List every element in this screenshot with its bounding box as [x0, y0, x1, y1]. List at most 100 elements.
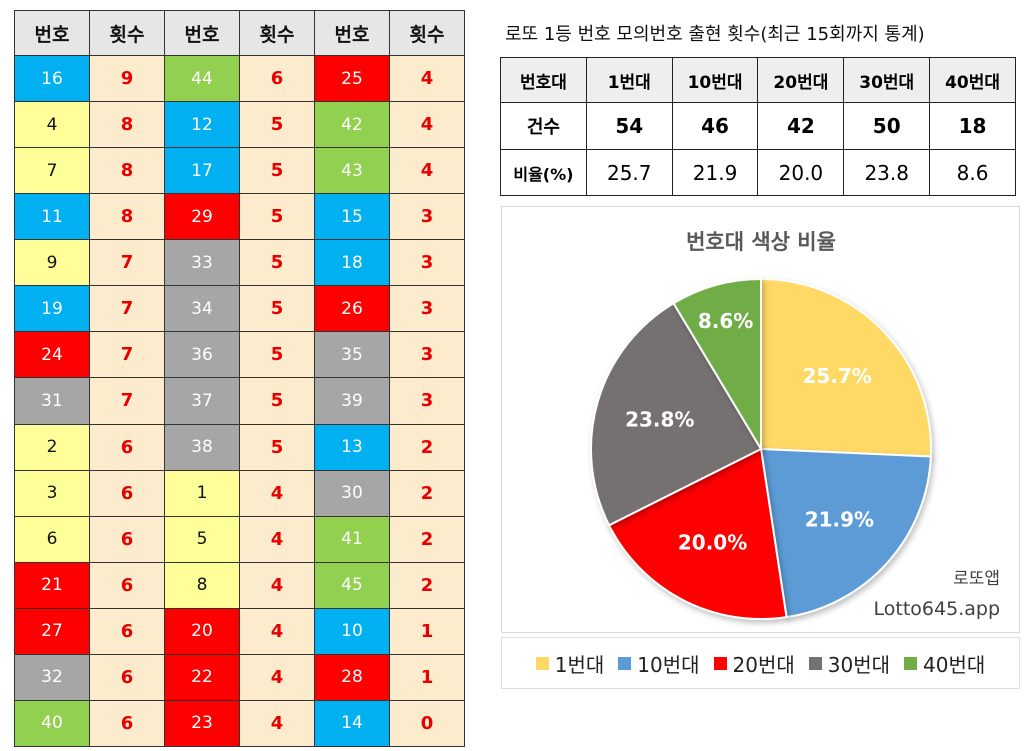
- lotto-number-cell: 14: [314, 699, 390, 748]
- watermark-korean: 로또앱: [953, 569, 1000, 589]
- lotto-number-cell: 42: [314, 101, 390, 149]
- lotto-number-cell: 20: [164, 607, 240, 655]
- pie-slice: [607, 447, 788, 620]
- frequency-count-cell: 6: [239, 54, 315, 103]
- frequency-count-cell: 4: [239, 653, 315, 701]
- legend-swatch: [713, 656, 727, 670]
- frequency-count-cell: 2: [389, 469, 465, 517]
- count-value: 50: [843, 102, 931, 150]
- frequency-count-cell: 7: [89, 331, 165, 379]
- lotto-number-cell: 8: [164, 561, 240, 609]
- lotto-number-cell: 3: [14, 469, 90, 517]
- legend-label: 40번대: [923, 652, 986, 677]
- frequency-count-cell: 7: [89, 285, 165, 333]
- legend-label: 1번대: [554, 652, 605, 677]
- stats-title: 로또 1등 번호 모의번호 출현 횟수(최근 15회까지 통계): [505, 24, 925, 45]
- frequency-count-cell: 0: [389, 699, 465, 748]
- lotto-number-cell: 19: [14, 285, 90, 333]
- pie-data-label: 8.6%: [698, 309, 753, 333]
- table-row: 4 8 12 5 42 4: [14, 101, 465, 149]
- frequency-count-cell: 2: [389, 423, 465, 471]
- frequency-count-cell: 4: [239, 607, 315, 655]
- frequency-count-cell: 2: [389, 561, 465, 609]
- header-count: 횟수: [389, 10, 465, 56]
- frequency-count-cell: 8: [89, 193, 165, 241]
- legend-swatch: [618, 656, 632, 670]
- lotto-number-cell: 18: [314, 239, 390, 287]
- lotto-number-cell: 31: [14, 377, 90, 425]
- legend-item: 30번대: [808, 649, 890, 678]
- range-header-10: 10번대: [671, 57, 759, 103]
- table-row: 19 7 34 5 26 3: [14, 285, 465, 333]
- pie-data-label: 25.7%: [802, 364, 871, 388]
- lotto-number-cell: 6: [14, 515, 90, 563]
- frequency-count-cell: 6: [89, 423, 165, 471]
- pie-chart: 번호대 색상 비율 25.7% 21.9% 20.0% 23.8% 8.6% 로또앱 L…: [590, 230, 1000, 620]
- legend-item: 40번대: [904, 649, 985, 678]
- legend-swatch: [535, 656, 549, 670]
- lotto-number-cell: 4: [14, 101, 90, 149]
- frequency-count-cell: 8: [89, 101, 165, 149]
- frequency-count-cell: 2: [389, 515, 465, 563]
- table-row: 24 7 36 5 35 3: [14, 331, 465, 379]
- range-header-20: 20번대: [757, 57, 845, 103]
- frequency-count-cell: 9: [89, 54, 165, 103]
- pie-data-label: 23.8%: [625, 408, 694, 432]
- table-row: 16 9 44 6 25 4: [14, 54, 465, 103]
- legend-item: 10번대: [618, 649, 700, 678]
- lotto-number-cell: 7: [14, 147, 90, 195]
- frequency-count-cell: 6: [89, 515, 165, 563]
- frequency-count-cell: 1: [389, 607, 465, 655]
- frequency-count-cell: 3: [389, 285, 465, 333]
- frequency-count-cell: 4: [239, 469, 315, 517]
- frequency-count-cell: 6: [89, 699, 165, 748]
- lotto-number-cell: 43: [314, 147, 390, 195]
- range-stats-table: 번호대 1번대 10번대 20번대 30번대 40번대 건수 54 46 42 …: [500, 57, 1016, 196]
- table-row: 3 6 1 4 30 2: [14, 469, 465, 517]
- legend-swatch: [808, 656, 822, 670]
- lotto-number-cell: 45: [314, 561, 390, 609]
- lotto-number-cell: 41: [314, 515, 390, 563]
- header-number: 번호: [14, 10, 90, 56]
- legend-label: 20번대: [732, 652, 795, 677]
- lotto-number-cell: 22: [164, 653, 240, 701]
- lotto-number-cell: 9: [14, 239, 90, 287]
- table-row: 21 6 8 4 45 2: [14, 561, 465, 609]
- frequency-count-cell: 4: [389, 54, 465, 103]
- lotto-number-cell: 24: [14, 331, 90, 379]
- chart-legend: 1번대 10번대 20번대 30번대 40번대: [501, 637, 1020, 689]
- lotto-number-cell: 37: [164, 377, 240, 425]
- legend-label: 10번대: [637, 652, 700, 677]
- stats-header-row: 번호대 1번대 10번대 20번대 30번대 40번대: [500, 57, 1016, 103]
- frequency-count-cell: 3: [389, 239, 465, 287]
- count-value: 46: [671, 102, 759, 150]
- pie-slice: [590, 301, 763, 527]
- lotto-number-cell: 12: [164, 101, 240, 149]
- frequency-count-cell: 5: [239, 147, 315, 195]
- table-row: 6 6 5 4 41 2: [14, 515, 465, 563]
- pie-data-label: 21.9%: [805, 507, 874, 531]
- lotto-number-cell: 1: [164, 469, 240, 517]
- lotto-number-cell: 26: [314, 285, 390, 333]
- lotto-number-cell: 15: [314, 193, 390, 241]
- ratio-value: 20.0: [757, 149, 845, 196]
- frequency-count-cell: 4: [389, 101, 465, 149]
- lotto-number-cell: 27: [14, 607, 90, 655]
- lotto-number-cell: 40: [14, 699, 90, 748]
- stats-count-row: 건수 54 46 42 50 18: [500, 102, 1016, 150]
- frequency-count-cell: 5: [239, 193, 315, 241]
- frequency-count-cell: 4: [239, 699, 315, 748]
- frequency-count-cell: 3: [389, 377, 465, 425]
- frequency-count-cell: 5: [239, 331, 315, 379]
- frequency-count-cell: 1: [389, 653, 465, 701]
- lotto-number-cell: 30: [314, 469, 390, 517]
- frequency-count-cell: 7: [89, 239, 165, 287]
- lotto-number-cell: 21: [14, 561, 90, 609]
- lotto-number-cell: 29: [164, 193, 240, 241]
- lotto-number-cell: 32: [14, 653, 90, 701]
- lotto-number-cell: 16: [14, 54, 90, 103]
- ratio-value: 23.8: [843, 149, 931, 196]
- count-value: 18: [929, 102, 1016, 150]
- header-number: 번호: [314, 10, 390, 56]
- count-value: 54: [585, 102, 673, 150]
